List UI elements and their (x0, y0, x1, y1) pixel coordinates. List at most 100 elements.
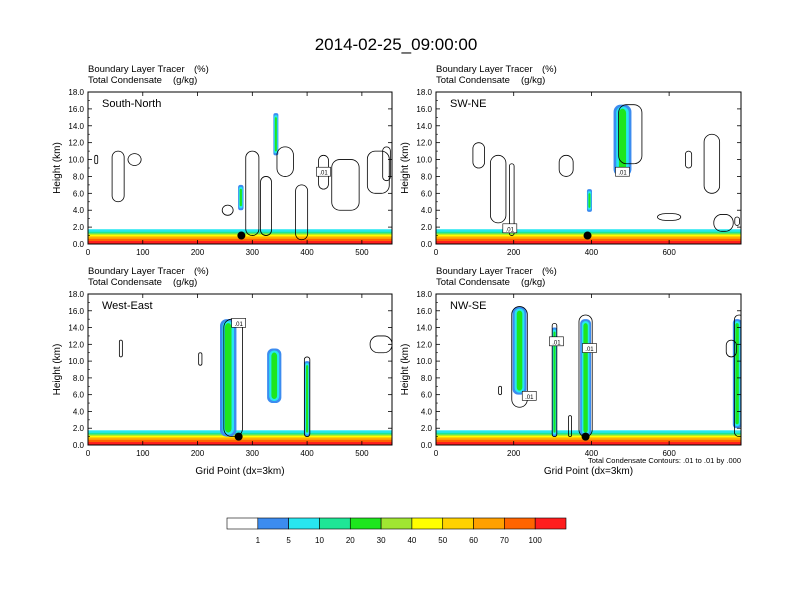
tracer-band (88, 442, 392, 445)
y-tick-label: 8.0 (73, 374, 85, 383)
condensate-contour (713, 214, 734, 232)
colorbar-label: 1 (256, 536, 261, 545)
contour-label: .01 (506, 227, 515, 233)
colorbar-label: 70 (500, 536, 509, 545)
y-tick-label: 10.0 (68, 156, 84, 165)
contour-label-box (231, 318, 246, 328)
y-tick-label: 0.0 (421, 240, 433, 249)
y-tick-label: 4.0 (73, 206, 85, 215)
condensate-contour (111, 150, 125, 203)
y-tick-label: 18.0 (68, 290, 84, 299)
contour-note: Total Condensate Contours: .01 to .01 by… (588, 456, 741, 465)
condensate-contour (733, 314, 741, 438)
contour-label-box (502, 223, 518, 234)
site-marker (583, 231, 592, 240)
condensate-contour (511, 306, 528, 408)
y-tick-label: 6.0 (73, 391, 85, 400)
y-tick-label: 14.0 (68, 122, 84, 131)
condensate-contour (558, 154, 574, 177)
plot-area: .01 .01 .01 (436, 306, 741, 445)
site-marker (581, 432, 590, 441)
y-tick-label: 16.0 (416, 105, 432, 114)
tracer-band (88, 241, 392, 244)
condensate-contour (685, 150, 693, 169)
y-axis-label: Height (km) (400, 142, 411, 194)
tracer-plume-inner (516, 310, 523, 391)
tracer-plume-inner (271, 352, 278, 400)
y-tick-label: 10.0 (68, 357, 84, 366)
y-tick-label: 0.0 (73, 441, 85, 450)
contour-label-box (615, 166, 630, 177)
colorbar-swatch (319, 517, 351, 530)
y-tick-label: 16.0 (416, 307, 432, 316)
panel-subtitle-tracer-unit: (%) (542, 64, 557, 75)
tracer-plume-inner (306, 365, 309, 433)
panel-south-north: Boundary Layer Tracer (%) Total Condensate… (52, 64, 393, 257)
panel-nw-se: Boundary Layer Tracer (%) Total Condensate… (400, 266, 742, 477)
y-tick-label: 4.0 (73, 407, 85, 416)
colorbar-label: 5 (286, 536, 291, 545)
site-marker (234, 432, 243, 441)
x-tick-label: 300 (246, 449, 260, 458)
condensate-contour (734, 216, 740, 226)
contour-label: .01 (552, 340, 561, 346)
contour-label: .01 (618, 171, 627, 177)
y-tick-label: 2.0 (73, 424, 85, 433)
condensate-contour (303, 356, 311, 438)
y-tick-label: 2.0 (421, 424, 433, 433)
colorbar-swatch (349, 517, 382, 530)
colorbar-label: 40 (407, 536, 416, 545)
condensate-contour (295, 184, 309, 241)
tracer-plume-inner (224, 323, 232, 433)
condensate-contour (725, 339, 737, 358)
colorbar-label: 100 (529, 536, 543, 545)
y-tick-label: 6.0 (73, 189, 85, 198)
tracer-band (436, 442, 741, 445)
colorbar-label: 30 (377, 536, 386, 545)
y-tick-label: 8.0 (421, 172, 433, 181)
panel-label: West-East (102, 300, 153, 312)
contour-label: .01 (525, 395, 534, 401)
x-tick-label: 400 (300, 248, 314, 257)
plot-frame (87, 293, 393, 446)
tracer-plume-inner (618, 108, 627, 173)
panel-subtitle-condensate: Total Condensate (436, 277, 510, 288)
condensate-contour (276, 146, 294, 177)
panel-subtitle-tracer: Boundary Layer Tracer (88, 266, 185, 277)
condensate-contour (198, 352, 203, 366)
panel-subtitle-condensate-unit: (g/kg) (173, 75, 197, 86)
plot-frame (87, 91, 393, 245)
y-tick-label: 16.0 (68, 307, 84, 316)
panel-sw-ne: Boundary Layer Tracer (%) Total Condensate… (400, 64, 742, 257)
x-tick-label: 0 (86, 248, 91, 257)
y-tick-label: 18.0 (416, 290, 432, 299)
y-tick-label: 12.0 (68, 340, 84, 349)
x-tick-label: 200 (191, 449, 205, 458)
contour-label: .01 (585, 347, 594, 353)
contour-label-box (316, 166, 331, 177)
colorbar-swatch (442, 517, 474, 530)
x-tick-label: 100 (136, 449, 150, 458)
y-tick-label: 14.0 (68, 324, 84, 333)
y-tick-label: 10.0 (416, 156, 432, 165)
x-tick-label: 200 (507, 248, 521, 257)
x-tick-label: 0 (434, 449, 439, 458)
panel-subtitle-condensate-unit: (g/kg) (173, 277, 197, 288)
condensate-contour (366, 150, 390, 194)
colorbar-swatch (473, 517, 505, 530)
condensate-contour (118, 339, 123, 358)
y-tick-label: 4.0 (421, 206, 433, 215)
contour-label: .01 (319, 171, 328, 177)
panel-subtitle-condensate: Total Condensate (88, 75, 162, 86)
colorbar-label: 10 (315, 536, 324, 545)
colorbar-swatch (257, 517, 289, 530)
condensate-contour (703, 133, 721, 194)
x-tick-label: 500 (355, 248, 369, 257)
y-tick-label: 16.0 (68, 105, 84, 114)
panel-subtitle-condensate-unit: (g/kg) (521, 277, 545, 288)
colorbar-label: 20 (346, 536, 355, 545)
condensate-contour (245, 150, 260, 236)
y-tick-label: 2.0 (421, 223, 433, 232)
tracer-plume-inner (274, 117, 277, 152)
